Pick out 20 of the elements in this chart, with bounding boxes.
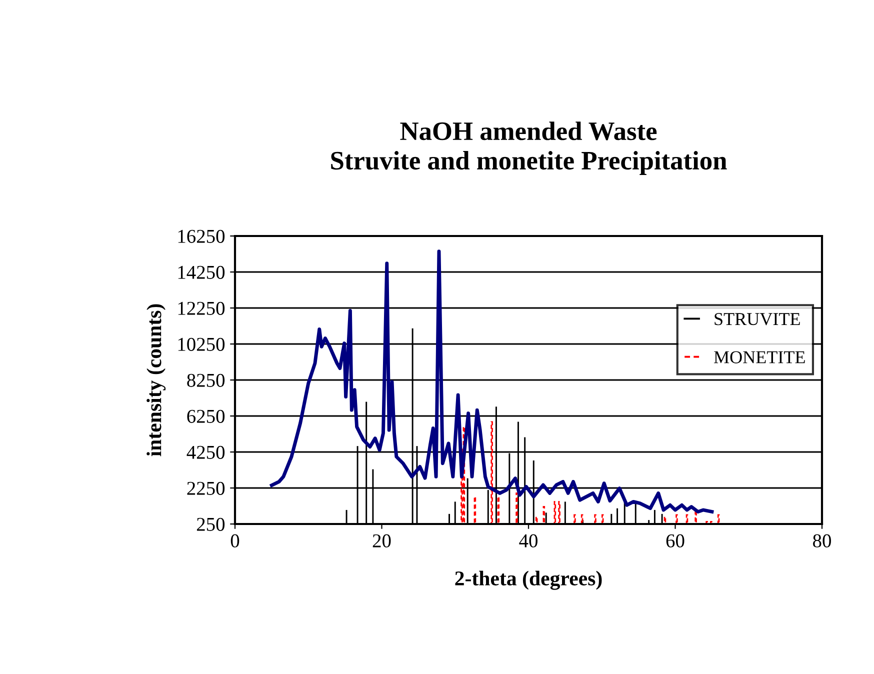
y-tick-label: 16250 — [178, 230, 225, 243]
y-tick-label: 10250 — [178, 338, 225, 351]
x-axis-title: 2-theta (degrees) — [455, 570, 602, 590]
x-tick-label: 20 — [372, 534, 391, 548]
chart-title: NaOH amended Waste Struvite and monetite Precipitation — [331, 122, 727, 175]
x-tick-label: 80 — [813, 534, 831, 548]
y-tick-label: 6250 — [187, 410, 225, 423]
y-tick-label: 12250 — [178, 302, 225, 315]
y-tick-label: 4250 — [186, 446, 225, 459]
x-tick-label: 0 — [230, 534, 240, 548]
y-tick-label: 250 — [196, 518, 225, 531]
y-tick-label: 14250 — [178, 266, 225, 279]
x-tick-label: 40 — [519, 534, 538, 548]
x-tick-label: 60 — [666, 534, 684, 548]
y-tick-label: 2250 — [187, 482, 225, 495]
y-tick-label: 8250 — [187, 374, 225, 387]
line-series — [270, 250, 714, 514]
legend-label: MONETITE — [714, 351, 805, 364]
legend-label: STRUVITE — [714, 313, 800, 326]
y-axis-title: intensity (counts) — [146, 304, 166, 456]
